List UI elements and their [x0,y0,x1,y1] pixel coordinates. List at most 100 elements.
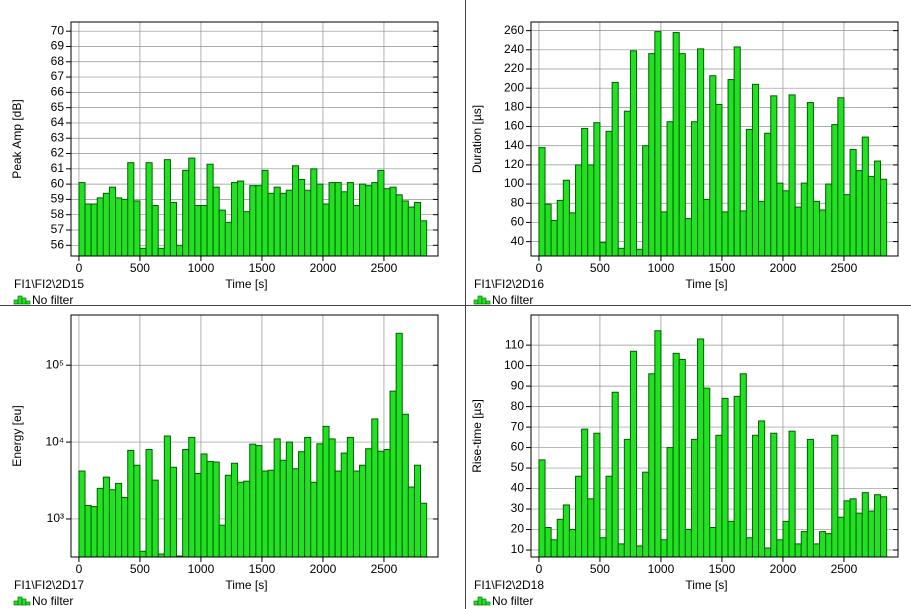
bar [617,247,625,257]
x-tick-label: 1000 [188,562,215,576]
bar [800,182,808,257]
x-tick-label: 1000 [648,562,675,576]
x-tick-label: 1500 [709,562,736,576]
bar [660,539,668,558]
bar [782,520,790,558]
bar [697,338,705,558]
bar [806,438,814,558]
bar [642,145,650,257]
panel-caption: FI1\FI2\2D17 [14,578,84,592]
bar [176,244,184,257]
bar [636,248,644,257]
bar [672,352,680,558]
bar [825,183,833,257]
bar [401,200,409,257]
bar [873,160,882,257]
bar [721,397,729,558]
bar [697,48,705,257]
bar [194,473,202,558]
bar [420,220,428,257]
bar [139,550,147,558]
bar [581,127,589,257]
y-tick-label: 10³ [47,511,64,525]
bar [352,470,361,558]
y-axis-label: Energy [eu] [10,405,24,466]
bar [654,31,662,257]
bar [133,464,141,558]
bar [182,449,190,558]
bar [794,206,802,257]
bar [90,203,98,257]
bar [587,164,595,257]
bar [304,189,312,257]
y-tick-label: 140 [504,138,524,152]
y-tick-label: 40 [511,234,525,248]
bar [575,164,583,257]
bar [304,436,312,558]
bar [605,475,613,558]
bar [727,520,735,558]
bar [855,170,863,257]
bar [151,205,159,257]
bar [550,539,558,558]
bar [90,506,98,558]
bar [420,502,428,558]
x-tick-label: 2000 [770,261,797,275]
bar [709,526,717,558]
bar [267,469,275,558]
x-tick-label: 1500 [249,261,276,275]
bar [690,438,699,558]
bar [322,425,330,558]
plot-frame [70,21,439,257]
y-tick-label: 120 [504,157,524,171]
bar [249,443,257,558]
bar [285,441,293,558]
bar [340,452,348,558]
y-tick-label: 200 [504,80,524,94]
bar [157,247,165,257]
bar [255,445,263,558]
bar [764,547,772,558]
bar [346,436,354,558]
y-tick-label: 61 [51,161,65,175]
bar [182,169,190,257]
y-tick-label: 160 [504,119,524,133]
bar [371,418,379,558]
bar [812,200,821,257]
bar [163,159,171,257]
legend-icon [481,297,487,305]
bar [593,122,601,257]
y-tick-label: 10⁵ [46,357,64,371]
bar [568,529,577,558]
bar [102,476,110,558]
bar [206,163,214,257]
y-tick-label: 70 [511,419,525,433]
bar [873,494,882,558]
x-tick-label: 500 [130,562,150,576]
y-tick-label: 60 [511,215,525,229]
bar [648,53,656,257]
bar [788,94,796,257]
bar [316,183,324,257]
bar [224,221,232,257]
x-tick-label: 0 [76,261,83,275]
y-tick-label: 80 [511,399,525,413]
x-tick-label: 2500 [371,562,398,576]
y-tick-label: 65 [51,100,65,114]
bar [819,531,827,558]
y-tick-label: 80 [511,195,525,209]
bar [751,434,760,558]
legend-icon [485,300,491,305]
bar [145,449,153,558]
x-tick-label: 0 [76,562,83,576]
bar [169,201,178,257]
bar [96,197,104,257]
bar [867,510,875,558]
bar [745,537,753,558]
bar [352,205,361,257]
bar [709,75,717,257]
bar [794,543,802,558]
x-tick-label: 2500 [371,261,398,275]
bar [880,496,888,558]
x-axis-label: Time [s] [225,277,267,291]
